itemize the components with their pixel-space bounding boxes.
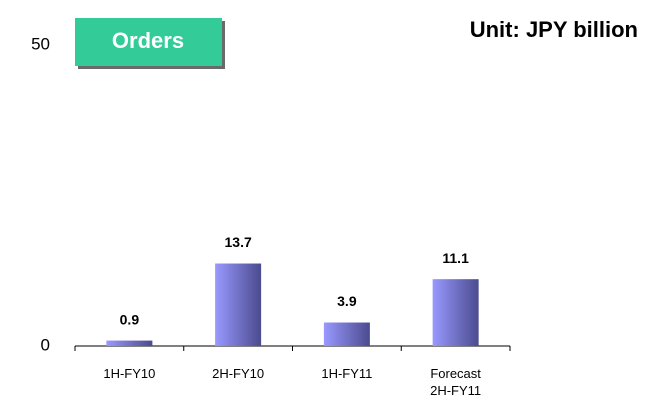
bar: [432, 279, 479, 346]
y-tick-label: 0: [41, 335, 50, 354]
bar: [106, 340, 153, 346]
unit-annotation: Unit: JPY billion: [470, 17, 638, 42]
data-label: 0.9: [120, 311, 140, 327]
x-tick-label: Forecast 2H-FY11: [430, 366, 482, 398]
x-tick-label: 1H-FY11: [321, 366, 373, 381]
bar: [215, 263, 262, 346]
data-label: 13.7: [225, 234, 252, 250]
chart-title: Orders: [112, 28, 184, 53]
y-tick-label: 50: [31, 34, 50, 53]
data-label: 11.1: [442, 250, 469, 266]
data-label: 3.9: [337, 293, 357, 309]
title-box: [75, 18, 222, 66]
bar: [323, 322, 370, 346]
x-tick-label: 2H-FY10: [212, 366, 265, 381]
x-tick-label: 1H-FY10: [103, 366, 156, 381]
